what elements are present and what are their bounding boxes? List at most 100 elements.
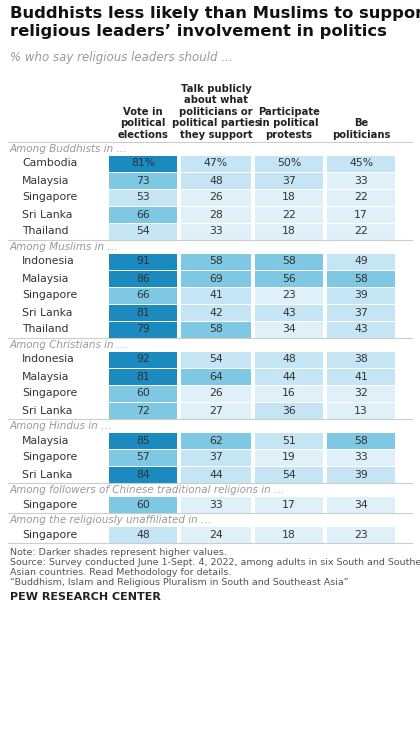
FancyBboxPatch shape <box>181 173 251 189</box>
Text: Among followers of Chinese traditional religions in …: Among followers of Chinese traditional r… <box>10 485 285 495</box>
Text: 33: 33 <box>354 453 368 463</box>
Text: Malaysia: Malaysia <box>22 274 69 283</box>
Text: 56: 56 <box>282 274 296 283</box>
FancyBboxPatch shape <box>255 352 323 368</box>
Text: 22: 22 <box>354 227 368 236</box>
FancyBboxPatch shape <box>255 386 323 402</box>
FancyBboxPatch shape <box>109 271 177 287</box>
FancyBboxPatch shape <box>255 288 323 304</box>
Text: 64: 64 <box>209 372 223 381</box>
FancyBboxPatch shape <box>109 254 177 270</box>
Text: 34: 34 <box>354 500 368 510</box>
FancyBboxPatch shape <box>109 305 177 321</box>
Text: 58: 58 <box>354 274 368 283</box>
Text: 42: 42 <box>209 307 223 318</box>
FancyBboxPatch shape <box>255 254 323 270</box>
Text: Asian countries. Read Methodology for details.: Asian countries. Read Methodology for de… <box>10 568 231 577</box>
Text: 16: 16 <box>282 389 296 398</box>
FancyBboxPatch shape <box>255 173 323 189</box>
Text: Singapore: Singapore <box>22 500 77 510</box>
Text: Among Muslims in …: Among Muslims in … <box>10 242 119 252</box>
FancyBboxPatch shape <box>181 254 251 270</box>
Text: 33: 33 <box>354 175 368 186</box>
FancyBboxPatch shape <box>181 527 251 543</box>
Text: 53: 53 <box>136 192 150 202</box>
FancyBboxPatch shape <box>181 352 251 368</box>
FancyBboxPatch shape <box>181 190 251 206</box>
Text: 49: 49 <box>354 257 368 266</box>
FancyBboxPatch shape <box>181 403 251 419</box>
Text: 81%: 81% <box>131 158 155 169</box>
Text: 18: 18 <box>282 227 296 236</box>
FancyBboxPatch shape <box>255 433 323 449</box>
Text: 36: 36 <box>282 406 296 416</box>
FancyBboxPatch shape <box>181 288 251 304</box>
Text: Malaysia: Malaysia <box>22 436 69 445</box>
FancyBboxPatch shape <box>109 527 177 543</box>
Text: 44: 44 <box>209 469 223 480</box>
Text: 81: 81 <box>136 307 150 318</box>
FancyBboxPatch shape <box>327 403 395 419</box>
Text: 58: 58 <box>354 436 368 445</box>
FancyBboxPatch shape <box>181 224 251 240</box>
FancyBboxPatch shape <box>109 497 177 513</box>
Text: 34: 34 <box>282 325 296 334</box>
Text: 13: 13 <box>354 406 368 416</box>
Text: 57: 57 <box>136 453 150 463</box>
Text: 66: 66 <box>136 210 150 219</box>
Text: Malaysia: Malaysia <box>22 175 69 186</box>
Text: 54: 54 <box>136 227 150 236</box>
Text: Among Buddhists in …: Among Buddhists in … <box>10 144 128 154</box>
Text: 27: 27 <box>209 406 223 416</box>
FancyBboxPatch shape <box>255 527 323 543</box>
Text: 85: 85 <box>136 436 150 445</box>
FancyBboxPatch shape <box>255 305 323 321</box>
FancyBboxPatch shape <box>327 369 395 385</box>
FancyBboxPatch shape <box>327 450 395 466</box>
FancyBboxPatch shape <box>109 156 177 172</box>
Text: 37: 37 <box>282 175 296 186</box>
Text: 45%: 45% <box>349 158 373 169</box>
FancyBboxPatch shape <box>327 497 395 513</box>
FancyBboxPatch shape <box>181 305 251 321</box>
Text: 22: 22 <box>282 210 296 219</box>
Text: 23: 23 <box>354 530 368 539</box>
Text: 81: 81 <box>136 372 150 381</box>
FancyBboxPatch shape <box>327 224 395 240</box>
Text: 28: 28 <box>209 210 223 219</box>
FancyBboxPatch shape <box>181 271 251 287</box>
Text: PEW RESEARCH CENTER: PEW RESEARCH CENTER <box>10 592 161 602</box>
FancyBboxPatch shape <box>181 433 251 449</box>
Text: 37: 37 <box>209 453 223 463</box>
Text: 43: 43 <box>282 307 296 318</box>
Text: 58: 58 <box>282 257 296 266</box>
Text: Source: Survey conducted June 1-Sept. 4, 2022, among adults in six South and Sou: Source: Survey conducted June 1-Sept. 4,… <box>10 558 420 567</box>
Text: Thailand: Thailand <box>22 325 68 334</box>
FancyBboxPatch shape <box>109 190 177 206</box>
Text: 32: 32 <box>354 389 368 398</box>
Text: 50%: 50% <box>277 158 301 169</box>
Text: 18: 18 <box>282 192 296 202</box>
Text: 48: 48 <box>282 354 296 365</box>
FancyBboxPatch shape <box>181 497 251 513</box>
FancyBboxPatch shape <box>327 386 395 402</box>
FancyBboxPatch shape <box>181 156 251 172</box>
FancyBboxPatch shape <box>255 224 323 240</box>
Text: 17: 17 <box>282 500 296 510</box>
Text: 17: 17 <box>354 210 368 219</box>
Text: 60: 60 <box>136 500 150 510</box>
Text: 38: 38 <box>354 354 368 365</box>
FancyBboxPatch shape <box>255 467 323 483</box>
Text: % who say religious leaders should …: % who say religious leaders should … <box>10 51 233 64</box>
Text: 51: 51 <box>282 436 296 445</box>
Text: 54: 54 <box>209 354 223 365</box>
FancyBboxPatch shape <box>109 433 177 449</box>
FancyBboxPatch shape <box>327 173 395 189</box>
Text: Thailand: Thailand <box>22 227 68 236</box>
Text: 37: 37 <box>354 307 368 318</box>
Text: 44: 44 <box>282 372 296 381</box>
Text: 58: 58 <box>209 257 223 266</box>
Text: Singapore: Singapore <box>22 290 77 301</box>
Text: 41: 41 <box>354 372 368 381</box>
FancyBboxPatch shape <box>109 467 177 483</box>
